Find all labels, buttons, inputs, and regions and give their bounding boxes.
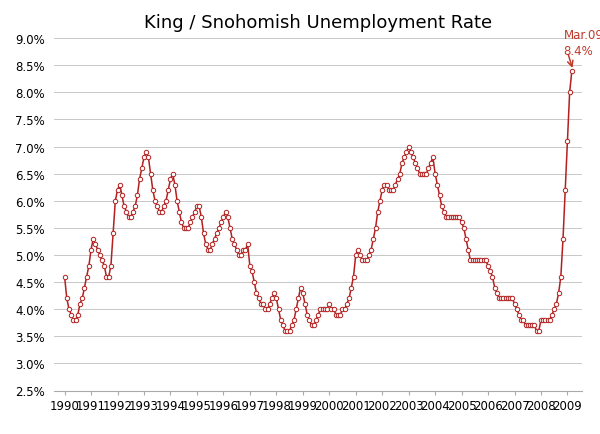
Text: Mar.09: Mar.09 [563, 29, 600, 42]
Title: King / Snohomish Unemployment Rate: King / Snohomish Unemployment Rate [144, 14, 492, 32]
Text: 8.4%: 8.4% [563, 45, 593, 58]
